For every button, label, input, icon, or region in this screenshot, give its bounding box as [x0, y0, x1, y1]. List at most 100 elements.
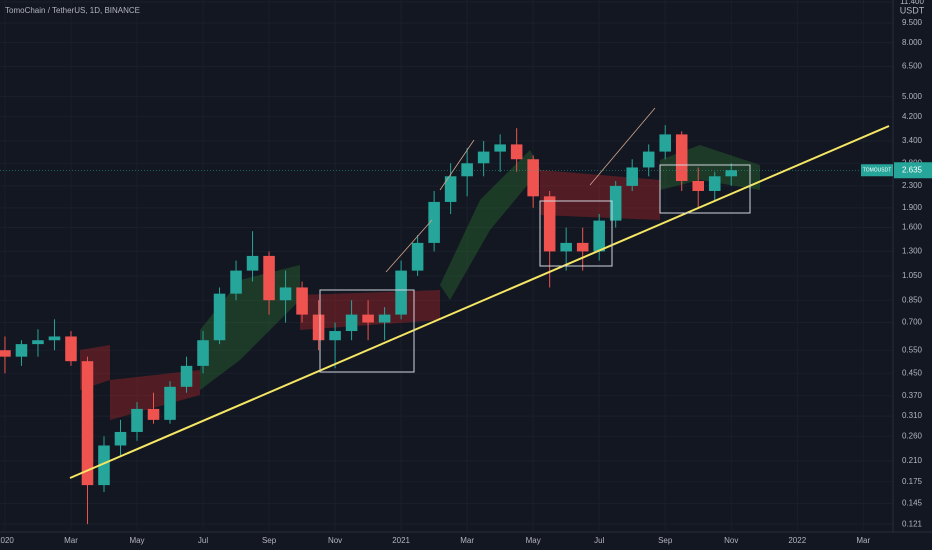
- candle-body: [461, 163, 473, 177]
- symbol-tag: [861, 164, 893, 177]
- y-tick-label: 1.600: [902, 223, 923, 232]
- x-tick-label: Nov: [724, 536, 738, 545]
- range-box: [659, 164, 751, 214]
- y-tick-label: 9.500: [902, 18, 923, 27]
- candle-body: [180, 365, 193, 387]
- arrow: [589, 107, 656, 186]
- price-axis: [893, 0, 932, 550]
- candle-body: [98, 445, 110, 486]
- y-tick-label: 0.370: [902, 391, 923, 400]
- candle-body: [345, 314, 358, 332]
- cloud-red: [110, 370, 200, 420]
- x-tick-label: Mar: [64, 536, 78, 545]
- y-tick-label: 6.500: [902, 62, 923, 71]
- candle-body: [65, 336, 77, 362]
- x-tick-label: 2021: [392, 536, 410, 545]
- candle-body: [395, 270, 407, 315]
- candle-body: [32, 340, 44, 345]
- candle-body: [626, 167, 638, 186]
- candle-body: [675, 134, 688, 181]
- x-tick-label: 2020: [0, 536, 14, 545]
- range-box: [319, 289, 415, 373]
- candle-body: [576, 242, 589, 252]
- candle-body: [230, 270, 242, 294]
- arrow: [439, 139, 475, 191]
- candle-body: [48, 336, 61, 341]
- trend-line: [69, 125, 890, 479]
- candle-body: [411, 242, 424, 271]
- y-tick-label: 0.550: [902, 345, 923, 354]
- y-tick-label: 0.210: [902, 456, 923, 465]
- y-tick-label: 0.145: [902, 498, 923, 507]
- x-tick-label: Mar: [460, 536, 474, 545]
- candle-body: [444, 176, 457, 202]
- y-unit: USDT: [900, 5, 925, 15]
- candle-body: [329, 331, 341, 341]
- cloud-green: [440, 150, 540, 300]
- x-tick-label: May: [526, 536, 541, 545]
- x-tick-label: Sep: [658, 536, 673, 545]
- y-tick-label: 0.850: [902, 295, 923, 304]
- candle-body: [164, 386, 176, 420]
- range-box: [539, 200, 613, 267]
- y-tick-label: 8.000: [902, 38, 923, 47]
- candle-body: [659, 134, 671, 152]
- candle-body: [593, 220, 605, 252]
- y-tick-label: 3.400: [902, 136, 923, 145]
- chart-title: TomoChain / TetherUS, 1D, BINANCE: [5, 6, 140, 15]
- candle-body: [213, 293, 226, 341]
- candle-body: [296, 287, 308, 315]
- candle-body: [246, 255, 259, 271]
- y-tick-label: 0.700: [902, 318, 923, 327]
- y-tick-label: 0.175: [902, 477, 923, 486]
- candle-body: [428, 201, 440, 243]
- y-tick-label: 11.400: [900, 0, 924, 6]
- candle-body: [642, 151, 655, 168]
- x-tick-label: Sep: [262, 536, 277, 545]
- arrow: [385, 219, 433, 273]
- y-tick-label: 5.000: [902, 92, 923, 101]
- candle-body: [147, 408, 160, 420]
- x-tick-label: Jul: [198, 536, 208, 545]
- x-tick-label: Nov: [328, 536, 342, 545]
- y-tick-label: 0.260: [902, 431, 923, 440]
- candle-body: [114, 431, 127, 446]
- y-tick-label: 0.450: [902, 368, 923, 377]
- x-tick-label: May: [129, 536, 144, 545]
- candle-body: [560, 242, 572, 252]
- price-tag: [894, 162, 932, 179]
- x-tick-label: Jul: [594, 536, 604, 545]
- candles: [0, 125, 893, 525]
- candle-body: [81, 361, 94, 486]
- grid: [0, 0, 893, 530]
- candle-body: [0, 350, 11, 357]
- x-tick-label: Mar: [856, 536, 870, 545]
- x-tick-label: 2022: [788, 536, 806, 545]
- candle-body: [15, 344, 28, 357]
- y-tick-label: 4.200: [902, 112, 923, 121]
- candle-body: [510, 144, 523, 160]
- candle-body: [197, 340, 209, 366]
- symbol-label: TOMOUSDT: [863, 168, 892, 174]
- candle-body: [527, 159, 539, 197]
- candle-body: [279, 287, 292, 301]
- y-tick-label: 0.310: [902, 411, 923, 420]
- candle-body: [312, 314, 325, 341]
- y-tick-label: 0.121: [902, 519, 923, 528]
- y-tick-label: 1.050: [902, 271, 923, 280]
- candle-body: [708, 176, 721, 191]
- candle-body: [378, 314, 391, 323]
- candle-body: [131, 408, 143, 432]
- candle-body: [692, 180, 705, 191]
- candle-body: [543, 196, 556, 252]
- candle-body: [477, 151, 490, 164]
- y-tick-label: 1.300: [902, 247, 923, 256]
- candle-body: [263, 255, 275, 301]
- candle-body: [494, 144, 506, 152]
- y-tick-label: 2.300: [902, 181, 923, 190]
- candle-body: [362, 314, 374, 323]
- cloud-green: [200, 265, 300, 390]
